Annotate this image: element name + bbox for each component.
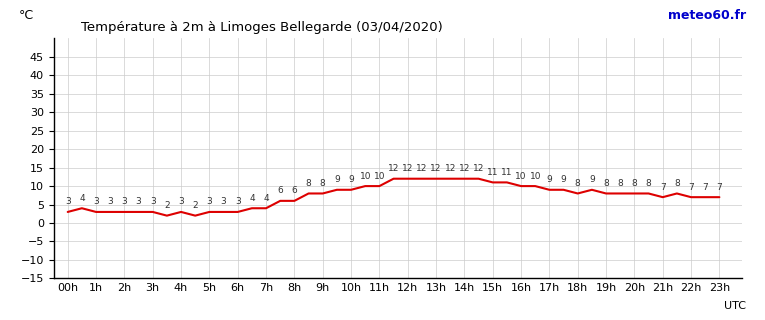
Text: 8: 8: [575, 179, 581, 188]
Text: 6: 6: [291, 186, 298, 195]
Text: 9: 9: [348, 175, 354, 184]
Text: 4: 4: [263, 194, 269, 203]
Text: 7: 7: [660, 183, 666, 192]
Text: 3: 3: [107, 197, 113, 206]
Text: 7: 7: [702, 183, 708, 192]
Text: 2: 2: [164, 201, 170, 210]
Text: 12: 12: [431, 164, 441, 173]
Text: Température à 2m à Limoges Bellegarde (03/04/2020): Température à 2m à Limoges Bellegarde (0…: [81, 21, 443, 35]
Text: 9: 9: [546, 175, 552, 184]
Text: 12: 12: [388, 164, 399, 173]
Text: 12: 12: [473, 164, 484, 173]
Text: 10: 10: [360, 172, 371, 180]
Text: 6: 6: [278, 186, 283, 195]
Text: 8: 8: [306, 179, 311, 188]
Text: 2: 2: [193, 201, 198, 210]
Text: 3: 3: [93, 197, 99, 206]
Text: 4: 4: [249, 194, 255, 203]
Text: 7: 7: [688, 183, 694, 192]
Text: 12: 12: [459, 164, 470, 173]
Text: 8: 8: [674, 179, 680, 188]
Text: 8: 8: [632, 179, 637, 188]
Text: 9: 9: [334, 175, 340, 184]
Text: °C: °C: [19, 9, 34, 22]
Text: 3: 3: [207, 197, 212, 206]
Text: 3: 3: [150, 197, 155, 206]
Text: 3: 3: [178, 197, 184, 206]
Text: 9: 9: [561, 175, 566, 184]
Text: 12: 12: [402, 164, 413, 173]
Text: 10: 10: [373, 172, 385, 180]
Text: 12: 12: [444, 164, 456, 173]
Text: 8: 8: [646, 179, 652, 188]
Text: 11: 11: [501, 168, 513, 177]
Text: 3: 3: [220, 197, 226, 206]
Text: 10: 10: [529, 172, 541, 180]
Text: 9: 9: [589, 175, 594, 184]
Text: 3: 3: [122, 197, 127, 206]
Text: 7: 7: [717, 183, 722, 192]
Text: meteo60.fr: meteo60.fr: [668, 9, 746, 22]
Text: 8: 8: [320, 179, 326, 188]
Text: 8: 8: [603, 179, 609, 188]
Text: 12: 12: [416, 164, 428, 173]
Text: 3: 3: [135, 197, 142, 206]
Text: 8: 8: [617, 179, 623, 188]
Text: UTC: UTC: [724, 301, 746, 311]
Text: 3: 3: [235, 197, 240, 206]
Text: 11: 11: [487, 168, 499, 177]
Text: 3: 3: [65, 197, 70, 206]
Text: 10: 10: [516, 172, 527, 180]
Text: 4: 4: [79, 194, 85, 203]
